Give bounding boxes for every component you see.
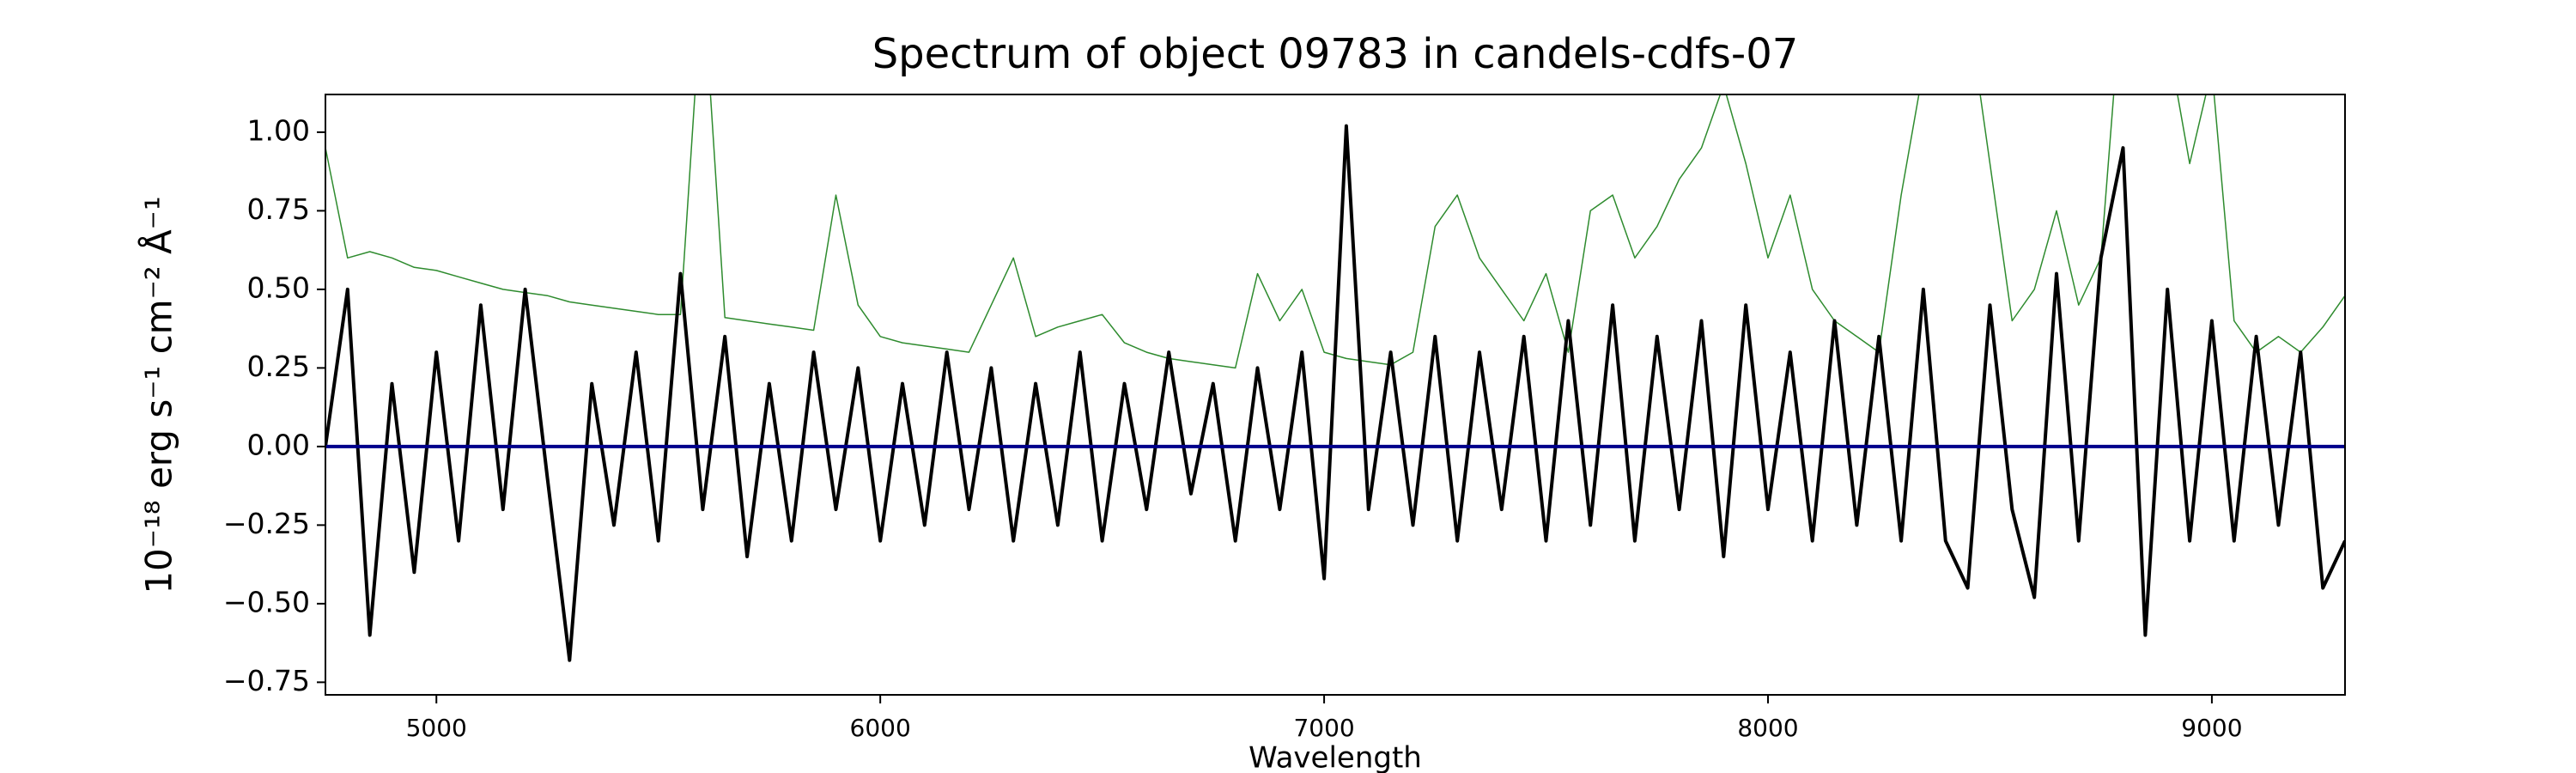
y-tick-label: 0.00 xyxy=(247,428,310,461)
y-tick-label: 0.25 xyxy=(247,350,310,383)
chart-title: Spectrum of object 09783 in candels-cdfs… xyxy=(872,30,1799,78)
y-tick-label: 0.75 xyxy=(247,192,310,226)
x-tick-label: 9000 xyxy=(2181,714,2242,742)
y-tick-label: −0.50 xyxy=(223,585,310,618)
spectrum-line xyxy=(325,124,2345,662)
plot-area xyxy=(325,94,2345,662)
x-axis-label: Wavelength xyxy=(1249,741,1422,773)
x-tick-label: 6000 xyxy=(850,714,911,742)
y-tick-label: −0.75 xyxy=(223,664,310,697)
y-axis-label: 10⁻¹⁸ erg s⁻¹ cm⁻² Å⁻¹ xyxy=(137,196,180,593)
y-tick-label: 0.50 xyxy=(247,271,310,304)
y-tick-label: −0.25 xyxy=(223,507,310,540)
x-tick-label: 5000 xyxy=(406,714,467,742)
y-tick-label: 1.00 xyxy=(247,113,310,147)
x-tick-label: 8000 xyxy=(1737,714,1798,742)
x-tick-label: 7000 xyxy=(1293,714,1354,742)
plot-frame xyxy=(325,94,2346,696)
